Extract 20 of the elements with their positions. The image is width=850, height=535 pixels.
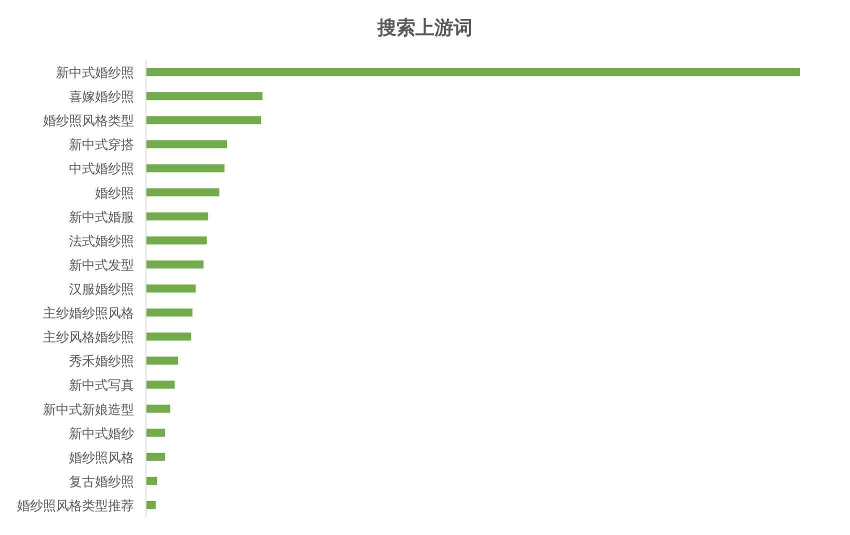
category-label: 复古婚纱照 xyxy=(69,474,134,490)
category-label: 主纱风格婚纱照 xyxy=(43,330,134,346)
category-label: 法式婚纱照 xyxy=(69,234,134,250)
category-label: 新中式新娘造型 xyxy=(43,402,134,418)
category-label: 喜嫁婚纱照 xyxy=(69,90,134,106)
title: 搜索上游词 xyxy=(378,17,472,39)
category-label: 新中式婚纱照 xyxy=(56,66,134,82)
category-label: 中式婚纱照 xyxy=(69,162,134,178)
category-label: 婚纱照风格类型推荐 xyxy=(17,498,134,514)
category-label: 秀禾婚纱照 xyxy=(69,354,134,370)
category-label: 汉服婚纱照 xyxy=(69,282,134,298)
category-label: 新中式婚纱 xyxy=(69,426,134,442)
category-label: 主纱婚纱照风格 xyxy=(43,306,134,322)
category-label: 新中式写真 xyxy=(69,378,134,394)
category-label: 新中式发型 xyxy=(69,258,134,274)
category-label: 新中式穿搭 xyxy=(69,138,134,154)
category-label: 婚纱照 xyxy=(95,186,134,202)
category-label: 婚纱照风格 xyxy=(69,450,134,466)
category-label: 婚纱照风格类型 xyxy=(43,114,134,130)
category-label: 新中式婚服 xyxy=(69,210,134,226)
